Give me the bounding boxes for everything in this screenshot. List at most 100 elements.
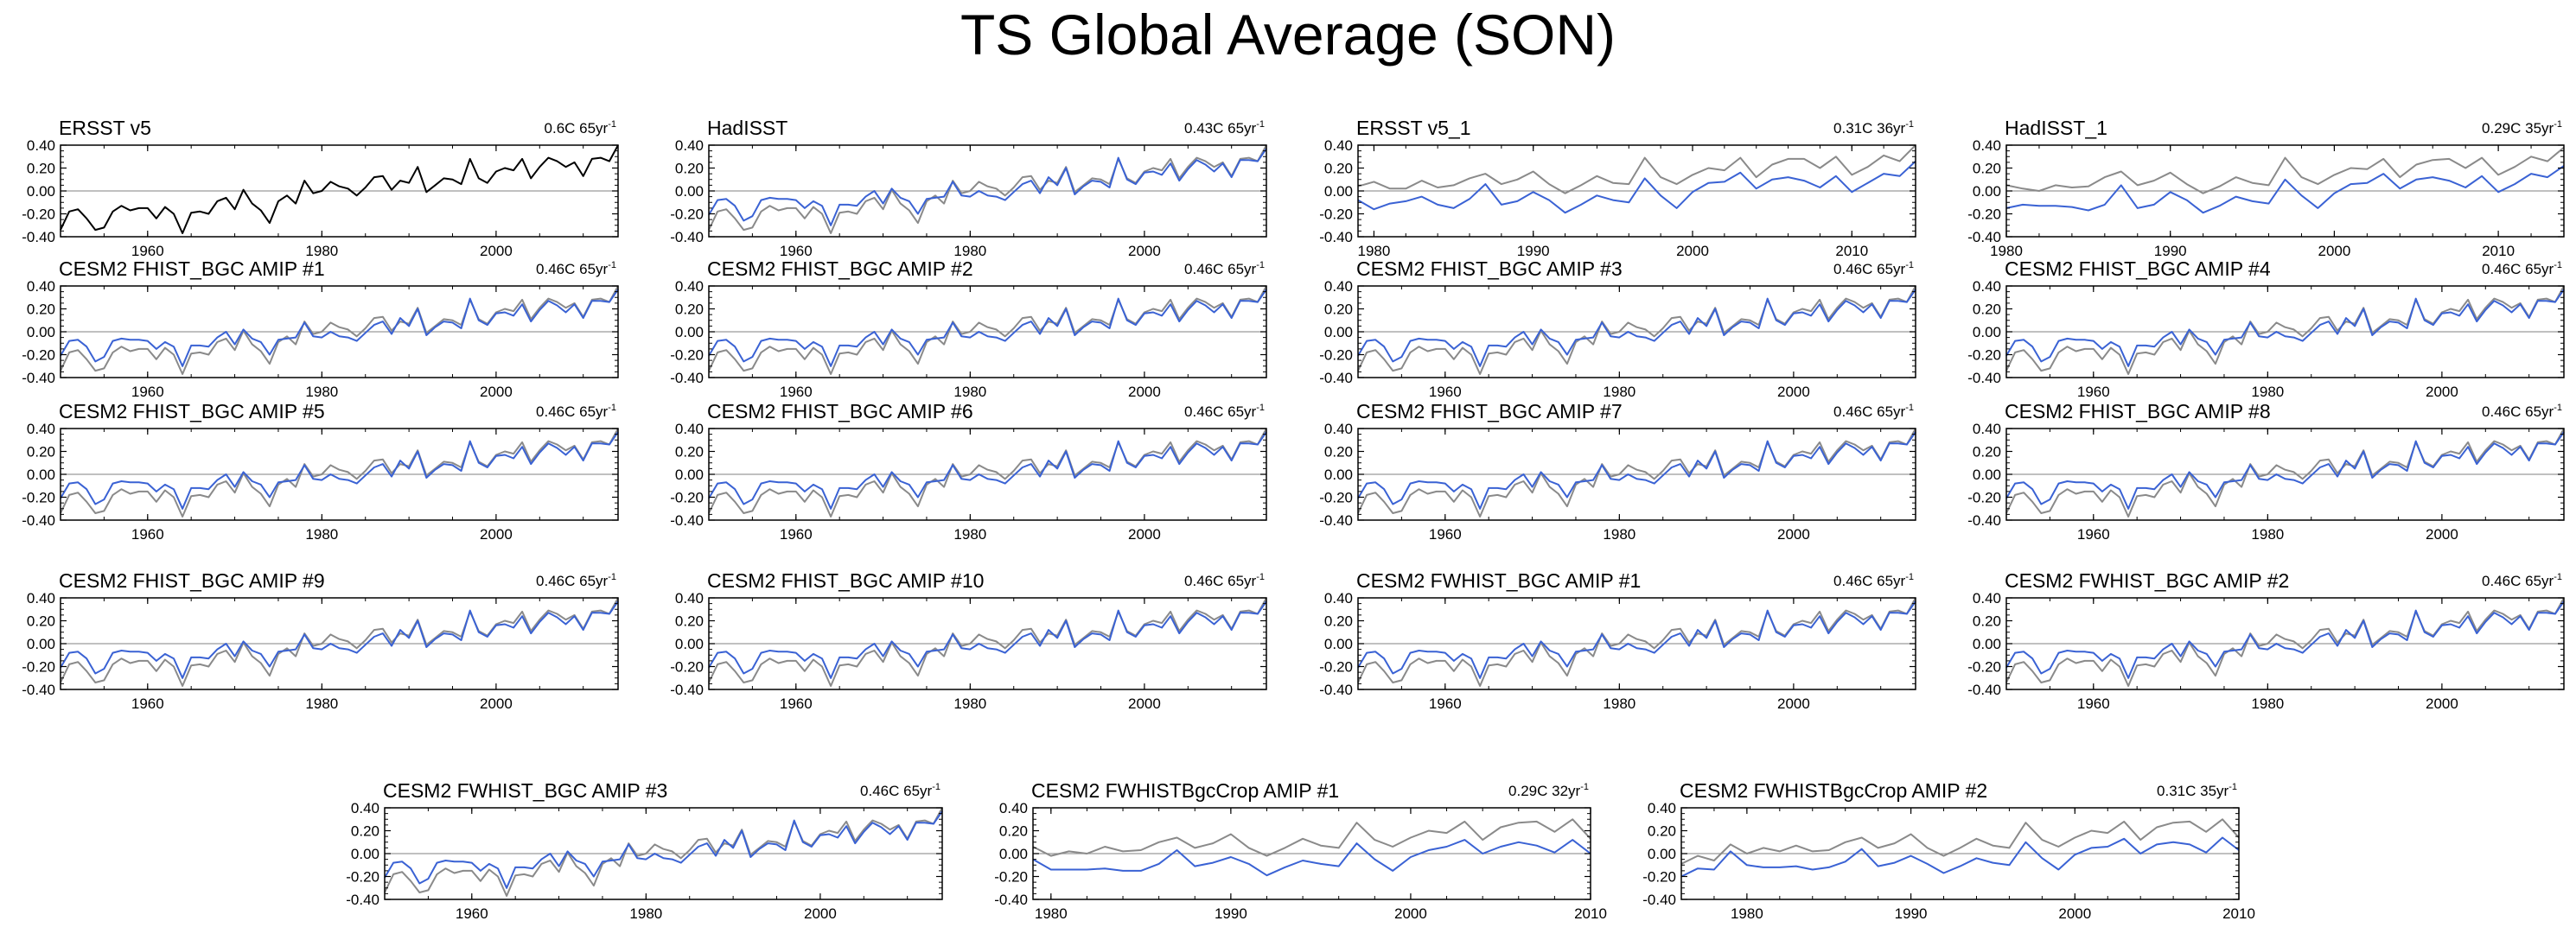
- series-line: [1357, 160, 1916, 214]
- y-tick-label: 0.20: [27, 444, 55, 460]
- series-line: [1357, 600, 1916, 679]
- y-tick-label: 0.20: [1324, 161, 1353, 177]
- panel-title: CESM2 FWHISTBgcCrop AMIP #2: [1680, 779, 1987, 802]
- series-line: [60, 431, 619, 510]
- panel-title: HadISST: [707, 117, 787, 139]
- y-tick-label: 0.40: [675, 590, 704, 607]
- trend-exponent: -1: [1256, 403, 1265, 413]
- x-tick-label: 1980: [1731, 905, 1763, 922]
- y-tick-label: -0.40: [346, 892, 379, 908]
- x-tick-label: 1960: [780, 695, 813, 712]
- panel-trend: 0.46C 65yr-1: [1833, 403, 1914, 420]
- y-tick-label: 0.00: [1324, 636, 1353, 652]
- series-line: [2005, 597, 2565, 687]
- x-tick-label: 1980: [305, 384, 338, 400]
- y-tick-label: -0.20: [346, 869, 379, 886]
- y-tick-label: 0.40: [351, 800, 379, 816]
- panel-trend: 0.29C 35yr-1: [2482, 119, 2562, 137]
- series-line: [2005, 146, 2565, 194]
- y-tick-label: -0.40: [670, 229, 704, 245]
- x-tick-label: 2010: [1574, 905, 1607, 922]
- chart-panel: 0.40 0.20 0.00 -0.20 -0.40 1960 1980 2000 CESM2 …: [1319, 569, 1916, 712]
- x-tick-label: 2010: [2222, 905, 2255, 922]
- y-tick-label: 0.00: [675, 636, 704, 652]
- series-line: [2005, 285, 2565, 375]
- panel-title: ERSST v5: [59, 117, 151, 139]
- x-tick-label: 1960: [2077, 695, 2110, 712]
- series-line: [2005, 289, 2565, 367]
- x-tick-label: 2010: [2482, 243, 2515, 259]
- x-tick-label: 1990: [1215, 905, 1247, 922]
- y-tick-label: 0.00: [27, 324, 55, 340]
- y-tick-label: 0.00: [1324, 324, 1353, 340]
- series-line: [708, 431, 1267, 510]
- y-tick-label: 0.20: [27, 302, 55, 318]
- chart-panel: 0.40 0.20 0.00 -0.20 -0.40 1960 1980 2000 CESM2 …: [22, 400, 619, 543]
- x-tick-label: 1980: [629, 905, 662, 922]
- chart-panel: 0.40 0.20 0.00 -0.20 -0.40 1960 1980 2000 CESM2 …: [670, 400, 1267, 543]
- y-tick-label: -0.40: [22, 229, 55, 245]
- panel-title: HadISST_1: [2005, 117, 2107, 139]
- panel-trend: 0.46C 65yr-1: [1833, 260, 1914, 277]
- x-tick-label: 2000: [1777, 526, 1810, 543]
- y-tick-label: 0.40: [1973, 590, 2001, 607]
- y-tick-label: -0.20: [670, 347, 704, 364]
- y-tick-label: 0.40: [999, 800, 1028, 816]
- y-tick-label: 0.40: [27, 137, 55, 154]
- y-tick-label: 0.40: [27, 278, 55, 295]
- y-tick-label: 0.00: [1973, 183, 2001, 200]
- panel-trend: 0.46C 65yr-1: [1184, 403, 1265, 420]
- panel-title: CESM2 FWHIST_BGC AMIP #3: [383, 779, 667, 802]
- x-tick-label: 1960: [456, 905, 488, 922]
- chart-panel: 0.40 0.20 0.00 -0.20 -0.40 1980 1990 2000 2010 ER…: [1319, 117, 1916, 259]
- series-line: [708, 144, 1267, 234]
- series-line: [1032, 818, 1591, 857]
- x-tick-label: 1980: [305, 526, 338, 543]
- y-tick-label: 0.20: [675, 613, 704, 630]
- x-tick-label: 1980: [1603, 695, 1636, 712]
- y-tick-label: -0.20: [1967, 206, 2001, 223]
- series-line: [1680, 836, 2240, 878]
- x-tick-label: 1980: [1358, 243, 1391, 259]
- trend-exponent: -1: [2554, 119, 2562, 130]
- y-tick-label: 0.00: [1973, 324, 2001, 340]
- series-line: [60, 600, 619, 679]
- y-tick-label: 0.40: [675, 137, 704, 154]
- y-tick-label: -0.20: [1967, 659, 2001, 676]
- y-tick-label: -0.20: [1319, 206, 1353, 223]
- series-line: [1357, 285, 1916, 375]
- y-tick-label: 0.20: [675, 444, 704, 460]
- x-tick-label: 1980: [953, 243, 986, 259]
- y-tick-label: 0.20: [675, 161, 704, 177]
- panel-title: CESM2 FWHIST_BGC AMIP #1: [1356, 569, 1641, 592]
- x-tick-label: 1990: [1895, 905, 1928, 922]
- x-tick-label: 1980: [305, 695, 338, 712]
- x-tick-label: 1980: [1035, 905, 1068, 922]
- y-tick-label: 0.40: [1324, 278, 1353, 295]
- x-tick-label: 2000: [1394, 905, 1427, 922]
- x-tick-label: 1980: [2251, 526, 2284, 543]
- chart-panel: 0.40 0.20 0.00 -0.20 -0.40 1960 1980 2000 ERSST …: [22, 117, 619, 259]
- y-tick-label: 0.00: [27, 183, 55, 200]
- trend-exponent: -1: [2228, 782, 2237, 792]
- y-tick-label: 0.40: [1973, 137, 2001, 154]
- trend-exponent: -1: [932, 782, 940, 792]
- x-tick-label: 1980: [1603, 526, 1636, 543]
- panel-trend: 0.6C 65yr-1: [545, 119, 616, 137]
- y-tick-label: 0.00: [1324, 183, 1353, 200]
- series-line: [708, 285, 1267, 375]
- y-tick-label: -0.40: [1319, 682, 1353, 698]
- chart-panel: 0.40 0.20 0.00 -0.20 -0.40 1960 1980 2000 CESM2 …: [1319, 257, 1916, 400]
- x-tick-label: 1980: [2251, 384, 2284, 400]
- x-tick-label: 1980: [1990, 243, 2023, 259]
- x-tick-label: 2000: [2426, 695, 2458, 712]
- y-tick-label: -0.20: [1319, 490, 1353, 506]
- series-line: [1357, 431, 1916, 510]
- series-line: [60, 597, 619, 687]
- series-line: [60, 289, 619, 367]
- x-tick-label: 1960: [2077, 384, 2110, 400]
- y-tick-label: 0.40: [675, 421, 704, 437]
- y-tick-label: -0.40: [1967, 370, 2001, 386]
